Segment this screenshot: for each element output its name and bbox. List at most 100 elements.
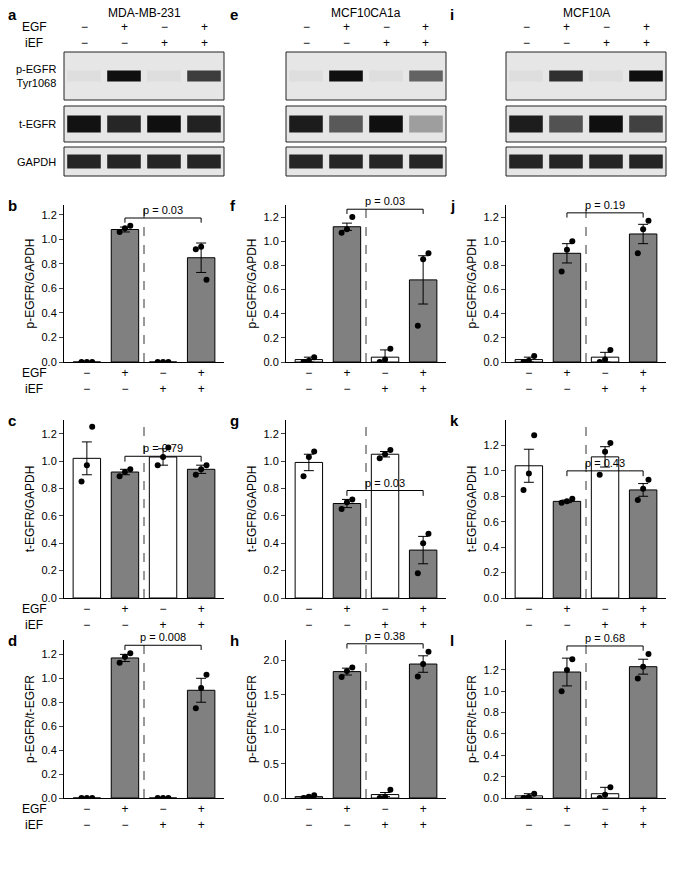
svg-text:0.6: 0.6 <box>264 283 279 295</box>
svg-text:p = 0.68: p = 0.68 <box>585 632 625 644</box>
svg-text:iEF: iEF <box>25 382 43 396</box>
svg-text:0.4: 0.4 <box>484 749 499 761</box>
svg-text:0.0: 0.0 <box>42 792 57 804</box>
svg-text:EGF: EGF <box>22 366 47 380</box>
svg-text:p-EGFRTyr1068: p-EGFRTyr1068 <box>16 63 56 89</box>
svg-text:−: − <box>303 36 310 50</box>
svg-text:0.0: 0.0 <box>264 592 279 604</box>
svg-text:1.0: 1.0 <box>42 455 57 467</box>
svg-text:+: + <box>161 36 168 50</box>
svg-text:p-EGFR/GAPDH: p-EGFR/GAPDH <box>23 238 37 328</box>
svg-text:+−: +− <box>563 602 570 632</box>
svg-text:+: + <box>121 20 128 34</box>
svg-text:a: a <box>8 6 17 23</box>
svg-text:+−: +− <box>343 366 350 396</box>
svg-text:0.8: 0.8 <box>484 259 499 271</box>
svg-text:0.5: 0.5 <box>264 758 279 770</box>
svg-text:+: + <box>201 36 208 50</box>
svg-text:++: ++ <box>420 366 427 396</box>
svg-text:d: d <box>8 632 17 649</box>
svg-text:1.0: 1.0 <box>42 672 57 684</box>
svg-text:0.6: 0.6 <box>42 282 57 294</box>
svg-text:1.2: 1.2 <box>42 428 57 440</box>
svg-text:+−: +− <box>121 366 128 396</box>
svg-text:+−: +− <box>563 366 570 396</box>
svg-text:1.5: 1.5 <box>264 689 279 701</box>
svg-text:−−: −− <box>305 802 312 832</box>
svg-text:−: − <box>523 36 530 50</box>
svg-text:0.8: 0.8 <box>42 258 57 270</box>
svg-text:p-EGFR/t-EGFR: p-EGFR/t-EGFR <box>245 675 259 763</box>
svg-text:++: ++ <box>420 802 427 832</box>
svg-text:MCF10CA1a: MCF10CA1a <box>331 6 401 20</box>
svg-text:t-EGFR/GAPDH: t-EGFR/GAPDH <box>465 466 479 553</box>
svg-text:0.8: 0.8 <box>484 706 499 718</box>
svg-text:1.0: 1.0 <box>42 233 57 245</box>
svg-text:++: ++ <box>198 802 205 832</box>
svg-text:−+: −+ <box>602 802 609 832</box>
svg-text:0.8: 0.8 <box>264 482 279 494</box>
svg-text:0.0: 0.0 <box>42 356 57 368</box>
svg-text:+−: +− <box>343 602 350 632</box>
svg-text:0.2: 0.2 <box>42 768 57 780</box>
svg-text:0.4: 0.4 <box>264 537 279 549</box>
svg-text:1.0: 1.0 <box>484 235 499 247</box>
svg-text:1.0: 1.0 <box>484 685 499 697</box>
svg-text:t-EGFR/GAPDH: t-EGFR/GAPDH <box>245 466 259 553</box>
svg-text:0.6: 0.6 <box>264 510 279 522</box>
svg-text:0.0: 0.0 <box>484 592 499 604</box>
svg-text:iEF: iEF <box>25 618 43 632</box>
svg-text:−+: −+ <box>160 366 167 396</box>
svg-text:0.2: 0.2 <box>484 771 499 783</box>
svg-text:MCF10A: MCF10A <box>563 6 610 20</box>
svg-text:1.0: 1.0 <box>264 455 279 467</box>
svg-text:2.0: 2.0 <box>264 654 279 666</box>
svg-text:EGF: EGF <box>22 20 47 34</box>
svg-text:−+: −+ <box>160 602 167 632</box>
svg-text:0.0: 0.0 <box>484 792 499 804</box>
svg-text:p = 0.03: p = 0.03 <box>143 204 183 216</box>
svg-text:p-EGFR/GAPDH: p-EGFR/GAPDH <box>465 238 479 328</box>
svg-text:1.2: 1.2 <box>484 664 499 676</box>
svg-text:1.2: 1.2 <box>42 648 57 660</box>
svg-text:0.4: 0.4 <box>484 308 499 320</box>
svg-text:p-EGFR/GAPDH: p-EGFR/GAPDH <box>245 238 259 328</box>
svg-text:−−: −− <box>525 802 532 832</box>
svg-text:−: − <box>81 36 88 50</box>
svg-text:−: − <box>81 20 88 34</box>
svg-text:+: + <box>422 20 429 34</box>
svg-text:−+: −+ <box>160 802 167 832</box>
svg-text:−: − <box>343 36 350 50</box>
svg-text:++: ++ <box>198 602 205 632</box>
svg-text:++: ++ <box>420 602 427 632</box>
svg-text:0.6: 0.6 <box>42 720 57 732</box>
svg-text:+: + <box>201 20 208 34</box>
svg-text:1.2: 1.2 <box>42 209 57 221</box>
svg-text:EGF: EGF <box>22 602 47 616</box>
svg-text:0.4: 0.4 <box>484 541 499 553</box>
svg-text:−+: −+ <box>382 366 389 396</box>
svg-text:0.6: 0.6 <box>42 510 57 522</box>
svg-text:−−: −− <box>525 602 532 632</box>
svg-text:0.2: 0.2 <box>42 331 57 343</box>
svg-text:l: l <box>450 632 454 649</box>
svg-text:0.6: 0.6 <box>484 728 499 740</box>
svg-text:iEF: iEF <box>25 818 43 832</box>
svg-text:0.6: 0.6 <box>484 283 499 295</box>
svg-text:1.2: 1.2 <box>484 439 499 451</box>
svg-text:b: b <box>8 197 17 214</box>
svg-text:−−: −− <box>305 602 312 632</box>
svg-text:−: − <box>563 36 570 50</box>
svg-text:−−: −− <box>83 602 90 632</box>
svg-text:0.0: 0.0 <box>264 356 279 368</box>
svg-text:0.0: 0.0 <box>42 592 57 604</box>
svg-text:++: ++ <box>640 802 647 832</box>
svg-text:p = 0.008: p = 0.008 <box>140 631 186 643</box>
svg-text:p = 0.03: p = 0.03 <box>365 195 405 207</box>
svg-text:+: + <box>422 36 429 50</box>
svg-text:0.2: 0.2 <box>484 332 499 344</box>
svg-text:0.8: 0.8 <box>484 490 499 502</box>
svg-text:0.0: 0.0 <box>484 356 499 368</box>
svg-text:+: + <box>563 20 570 34</box>
svg-text:k: k <box>450 412 459 429</box>
